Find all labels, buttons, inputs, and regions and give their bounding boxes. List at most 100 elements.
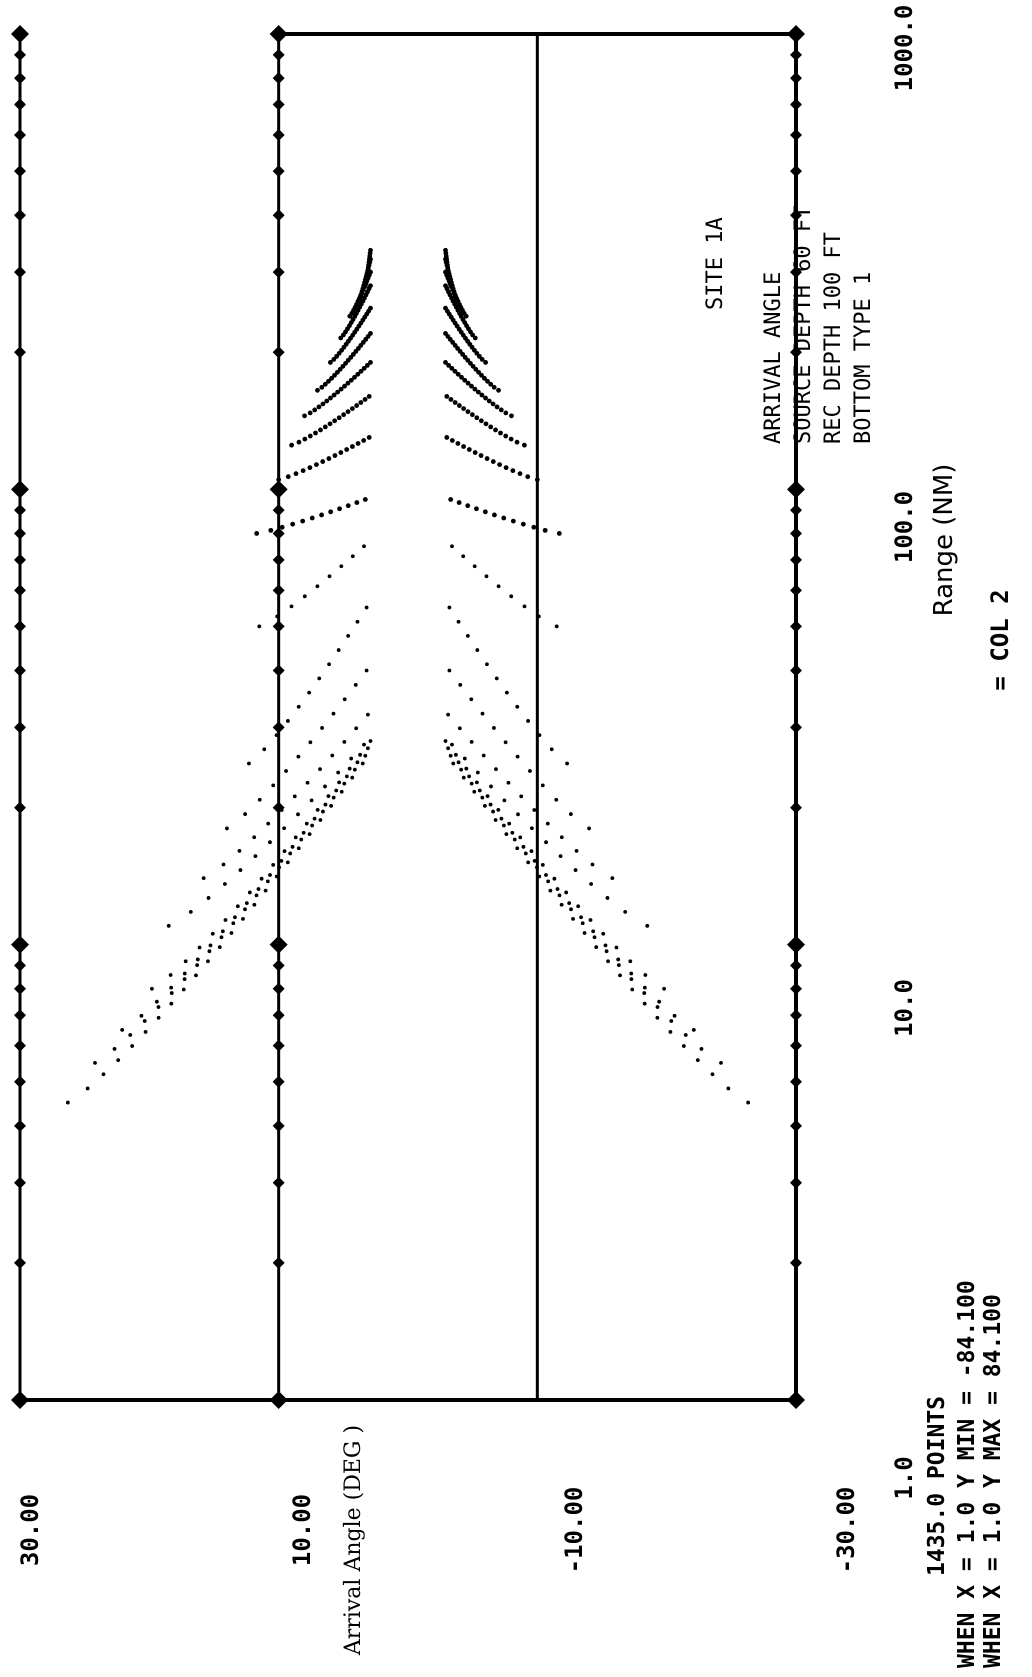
tick-mark <box>14 553 26 566</box>
data-point <box>322 424 328 430</box>
data-point <box>457 726 462 731</box>
data-point <box>274 874 279 879</box>
tick-mark <box>272 1039 285 1052</box>
tick-mark <box>790 129 802 142</box>
tick-mark <box>272 553 285 566</box>
data-point <box>349 756 354 761</box>
data-point <box>197 945 202 950</box>
data-point <box>681 1044 686 1048</box>
data-point <box>350 554 355 559</box>
data-point <box>502 798 507 803</box>
data-point <box>344 447 350 452</box>
data-point <box>241 916 245 921</box>
data-point <box>206 959 210 964</box>
data-point <box>472 789 477 794</box>
data-point <box>352 767 357 772</box>
data-point <box>338 450 344 455</box>
data-point <box>590 862 595 867</box>
tick-mark <box>790 209 802 222</box>
data-point <box>605 896 610 900</box>
data-point <box>464 766 469 771</box>
data-point <box>683 1033 688 1037</box>
data-point <box>483 803 487 808</box>
data-point <box>368 305 373 311</box>
data-point <box>456 760 461 765</box>
data-point <box>217 945 222 950</box>
tick-mark <box>11 25 29 43</box>
data-point <box>101 1072 106 1077</box>
data-point <box>522 604 527 609</box>
data-point <box>166 923 171 928</box>
tick-mark <box>14 959 26 972</box>
data-point <box>366 435 372 440</box>
tick-mark <box>14 1039 26 1052</box>
tick-mark <box>272 209 285 222</box>
tick-mark <box>272 1009 285 1022</box>
data-point <box>345 380 351 386</box>
data-point <box>465 380 471 386</box>
data-point <box>483 421 489 427</box>
data-point <box>443 305 448 311</box>
data-point <box>507 821 512 826</box>
data-point <box>268 873 272 877</box>
data-point <box>503 433 509 439</box>
data-point <box>535 865 539 870</box>
data-point <box>472 386 478 392</box>
tick-mark <box>790 346 802 359</box>
data-point <box>503 465 509 471</box>
data-point <box>544 840 548 845</box>
data-point <box>355 619 360 624</box>
data-point <box>537 874 542 879</box>
tick-mark <box>14 721 26 734</box>
data-point <box>208 943 213 948</box>
data-point <box>358 400 364 405</box>
data-point <box>492 512 497 518</box>
tick-mark <box>790 48 802 61</box>
tick-mark <box>790 620 802 633</box>
data-point <box>469 697 474 702</box>
data-point <box>642 991 647 995</box>
data-point <box>142 1019 147 1023</box>
data-point <box>275 614 280 619</box>
data-point <box>478 418 484 424</box>
data-point <box>546 879 551 884</box>
stats-ymax: WHEN X = 1.0 Y MAX = 84.100 <box>980 1294 1006 1668</box>
data-point <box>512 837 517 842</box>
data-point <box>322 381 328 387</box>
data-point <box>461 554 466 559</box>
data-point <box>366 712 370 717</box>
data-point <box>629 977 634 982</box>
data-point <box>629 971 634 976</box>
tick-mark <box>269 480 288 499</box>
data-point <box>645 923 650 928</box>
data-point <box>503 410 509 416</box>
data-point <box>320 726 324 730</box>
data-point <box>243 907 247 912</box>
data-point <box>485 794 490 799</box>
data-point <box>519 794 524 799</box>
data-point <box>522 442 527 448</box>
tick-mark <box>272 48 285 61</box>
data-point <box>257 624 262 629</box>
data-point <box>448 753 453 758</box>
data-point <box>496 584 501 589</box>
data-point <box>328 395 333 401</box>
tick-mark <box>787 935 805 954</box>
data-point <box>362 544 366 549</box>
data-point <box>491 809 495 814</box>
data-point <box>225 826 229 831</box>
tick-mark <box>272 504 285 517</box>
data-point <box>307 465 313 471</box>
data-point <box>452 368 458 374</box>
data-point <box>565 761 569 766</box>
data-point <box>582 931 587 935</box>
data-point <box>448 497 454 502</box>
data-point <box>93 1060 97 1065</box>
data-point <box>482 375 487 381</box>
data-point <box>301 830 306 835</box>
data-point <box>201 876 206 881</box>
y-tick-label-minus30: -30.00 <box>832 1487 860 1574</box>
data-point <box>532 858 537 863</box>
data-point <box>655 1005 660 1009</box>
data-point <box>290 521 296 527</box>
